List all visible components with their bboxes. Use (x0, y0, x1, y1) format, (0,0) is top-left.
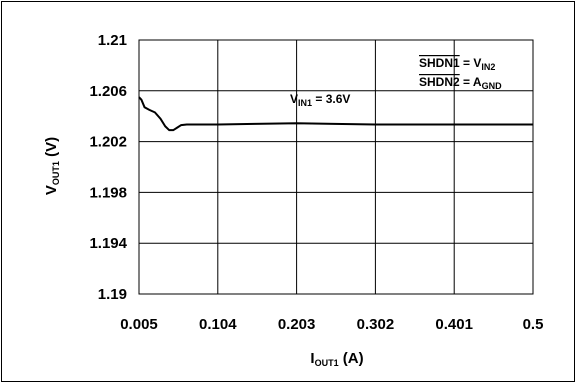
annotation-shdn2: SHDN2 = AGND (419, 75, 502, 91)
y-axis-title: VOUT1 (V) (43, 137, 61, 195)
x-axis-ticks: 0.005 0.104 0.203 0.302 0.401 0.5 (120, 316, 543, 333)
y-axis-ticks: 1.19 1.194 1.198 1.202 1.206 1.21 (89, 32, 127, 303)
x-tick-label: 0.104 (199, 316, 237, 333)
annotation-vin1: VIN1 = 3.6V (290, 92, 350, 108)
y-tick-label: 1.194 (89, 235, 127, 252)
y-tick-label: 1.202 (89, 134, 127, 151)
x-tick-label: 0.203 (278, 316, 316, 333)
chart-frame: 1.19 1.194 1.198 1.202 1.206 1.21 0.005 0.104 0… (1, 1, 575, 382)
x-tick-label: 0.401 (435, 316, 473, 333)
annotation-shdn1: SHDN1 = VIN2 (419, 56, 495, 72)
y-tick-label: 1.19 (98, 286, 127, 303)
y-tick-label: 1.21 (98, 32, 127, 49)
plot-area (138, 39, 534, 295)
x-tick-label: 0.005 (120, 316, 158, 333)
x-tick-label: 0.5 (523, 316, 544, 333)
series-line-vout1 (138, 96, 533, 132)
x-tick-label: 0.302 (357, 316, 395, 333)
x-axis-title: IOUT1 (A) (310, 350, 363, 368)
y-tick-label: 1.206 (89, 83, 127, 100)
y-tick-label: 1.198 (89, 184, 127, 201)
